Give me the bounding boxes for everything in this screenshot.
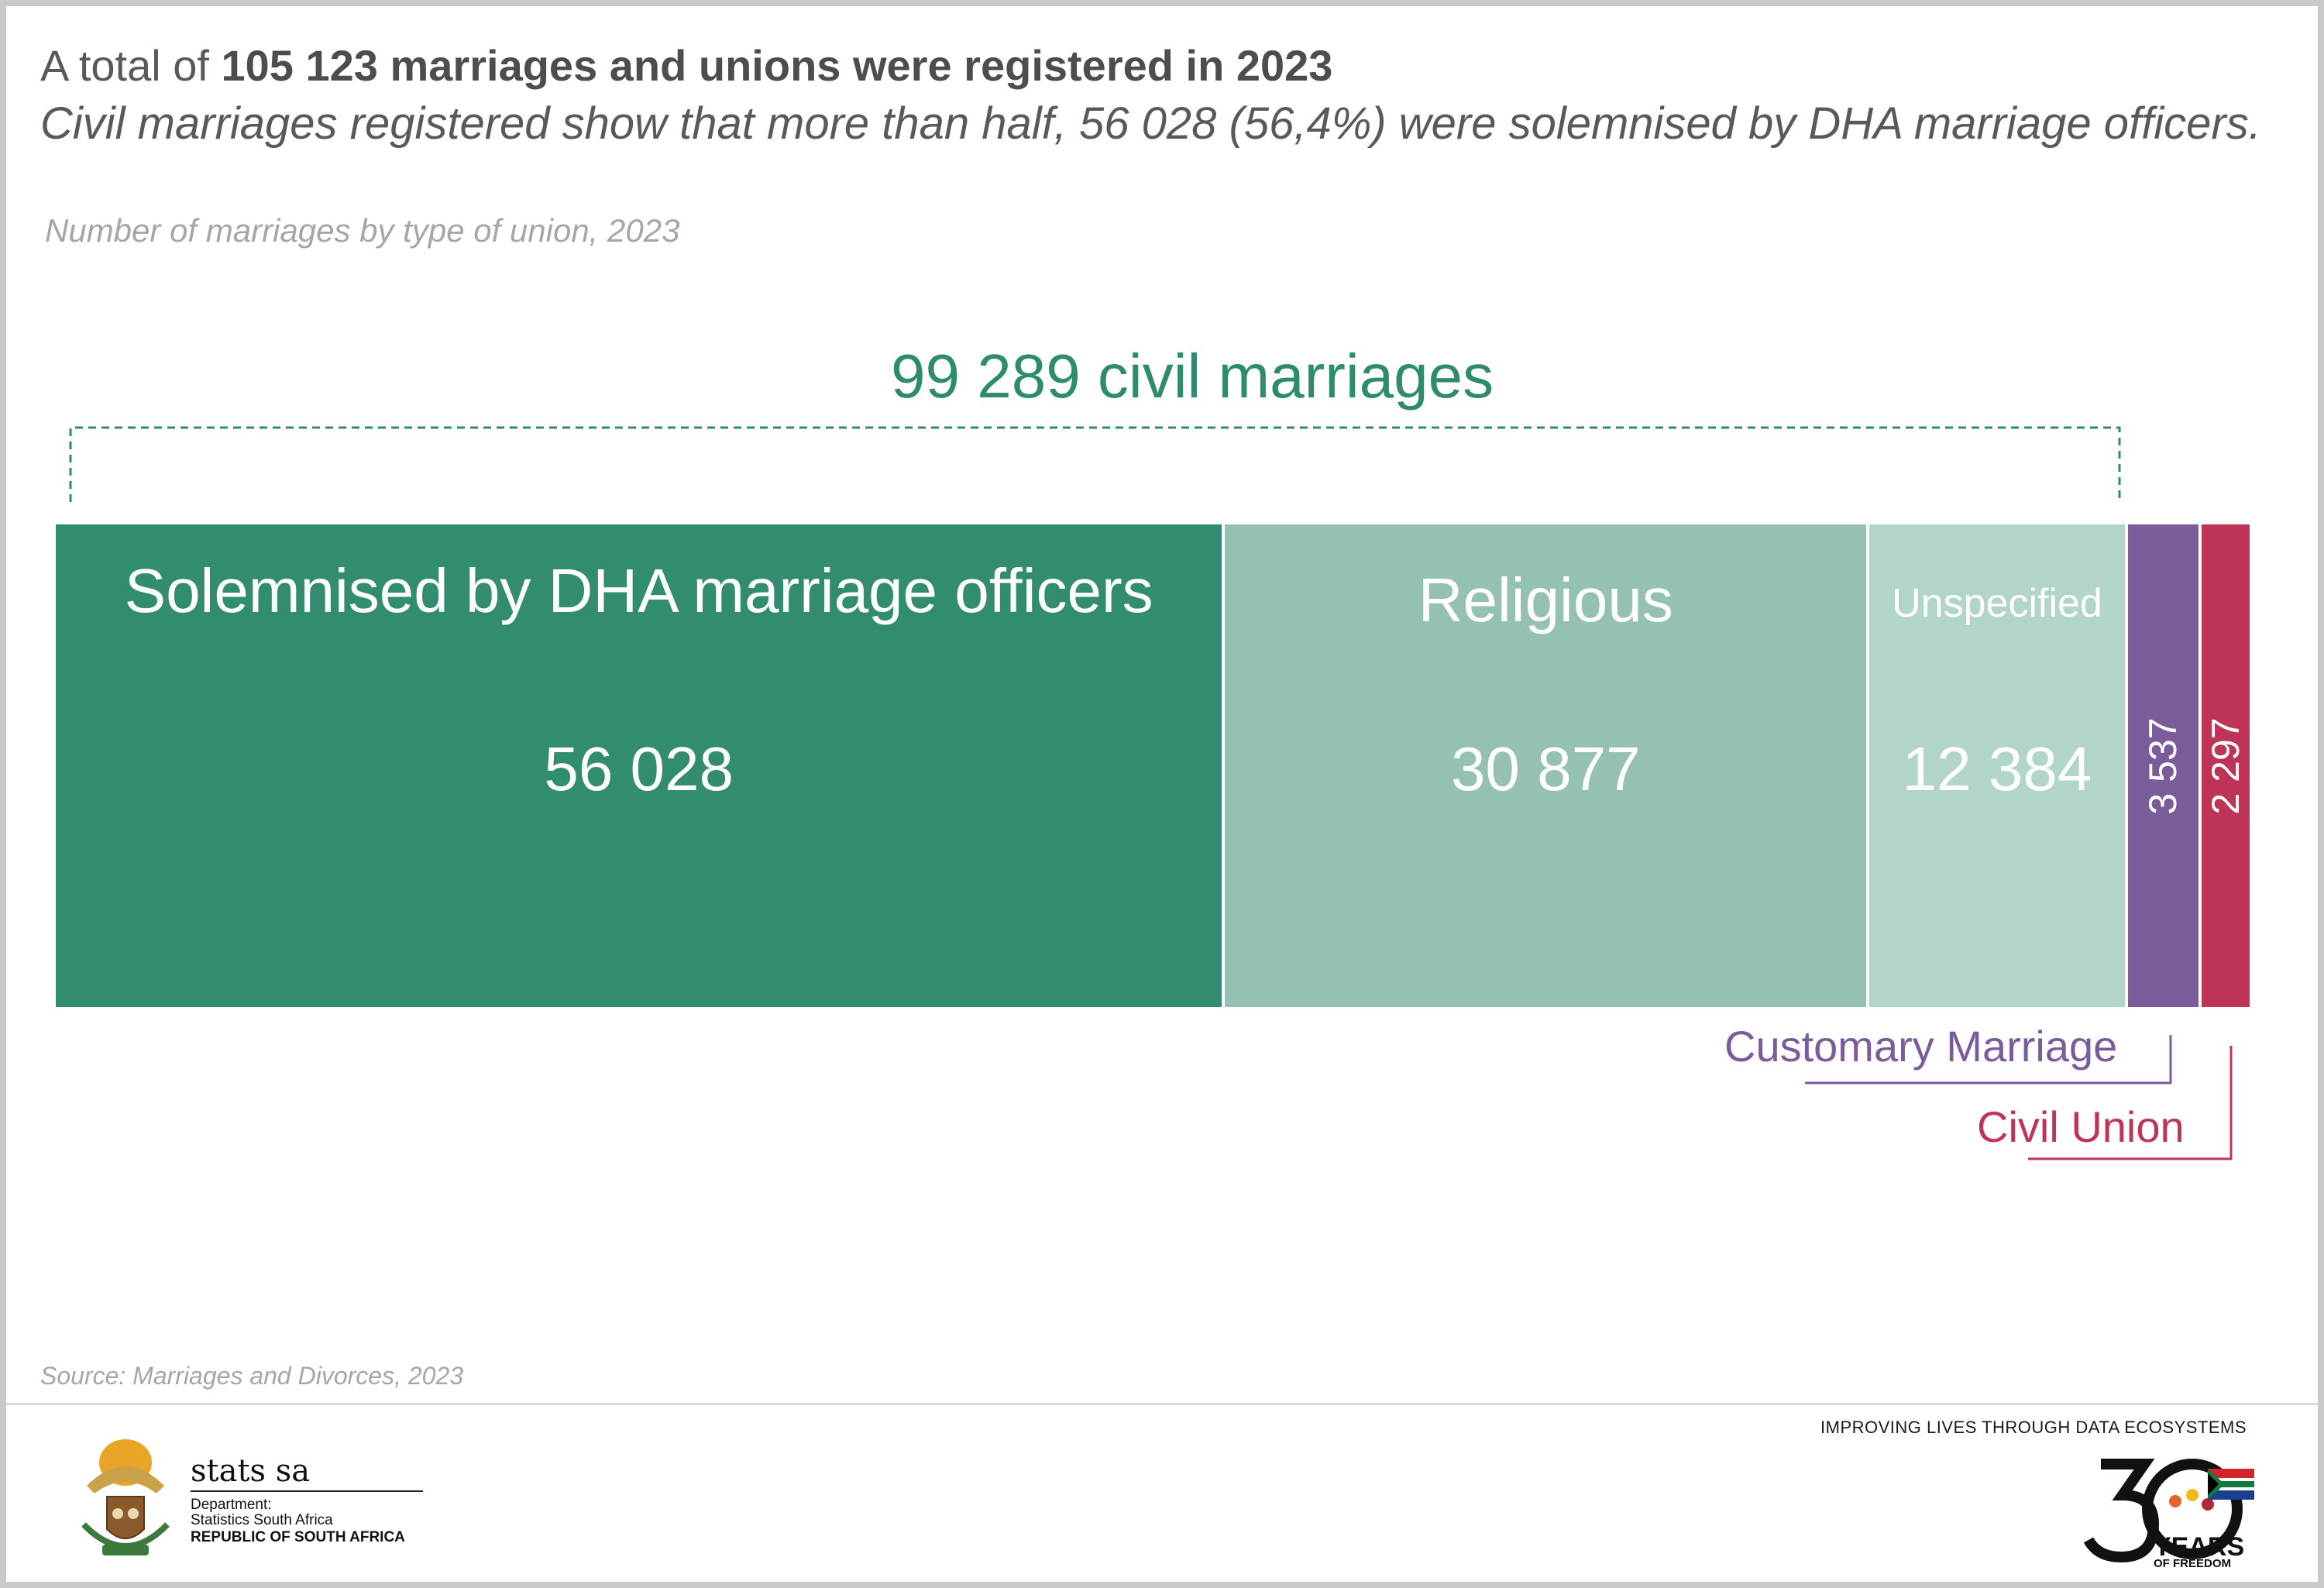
logo-organisation: Statistics South Africa: [191, 1512, 333, 1528]
segment-religious: Religious 30 877: [1225, 524, 1867, 1007]
segment-value-religious: 30 877: [1450, 734, 1641, 803]
customary-marriage-label: Customary Marriage: [1724, 1022, 2118, 1071]
chart-annotations: [69, 426, 2233, 1160]
stats-sa-wordmark: stats sa: [191, 1453, 311, 1489]
headline: A total of 105 123 marriages and unions …: [40, 40, 1332, 91]
civil-union-label: Civil Union: [1977, 1102, 2185, 1151]
logo-rule: [191, 1490, 423, 1492]
segment-unspecified: Unspecified 12 384: [1869, 524, 2125, 1007]
customary-leader-line: [1805, 1035, 2172, 1084]
segment-customary: 3 537: [2127, 524, 2199, 1007]
source-note: Source: Marriages and Divorces, 2023: [40, 1362, 464, 1390]
segment-value-customary: 3 537: [2141, 717, 2185, 815]
anniversary-of-freedom: OF FREEDOM: [2154, 1557, 2231, 1570]
logo-department: Department:: [191, 1497, 272, 1513]
segment-solemnised-dha: Solemnised by DHA marriage officers 56 0…: [56, 524, 1222, 1007]
headline-prefix: A total of: [40, 41, 222, 90]
footer-tagline: IMPROVING LIVES THROUGH DATA ECOSYSTEMS: [1820, 1418, 2247, 1437]
thirty-years-logo-icon: [2084, 1459, 2254, 1563]
segment-label-religious: Religious: [1418, 565, 1673, 634]
chart-caption: Number of marriages by type of union, 20…: [45, 212, 680, 249]
civil-union-leader-line: [2028, 1046, 2233, 1160]
segment-label-solemnised-dha: Solemnised by DHA marriage officers: [124, 556, 1153, 625]
segment-value-civil-union: 2 297: [2204, 717, 2248, 815]
civil-marriages-bracket: [69, 426, 2121, 502]
segment-value-solemnised-dha: 56 028: [544, 734, 734, 803]
segment-civil-union: 2 297: [2202, 524, 2250, 1007]
segment-label-unspecified: Unspecified: [1892, 581, 2102, 626]
coat-of-arms-icon: [81, 1439, 170, 1555]
logo-country: REPUBLIC OF SOUTH AFRICA: [191, 1529, 405, 1545]
headline-bold: 105 123 marriages and unions were regist…: [221, 41, 1333, 90]
anniversary-years: YEARS: [2154, 1532, 2245, 1562]
civil-marriages-group-label: 99 289 civil marriages: [891, 342, 1494, 411]
subheadline: Civil marriages registered show that mor…: [40, 98, 2261, 149]
segment-value-unspecified: 12 384: [1902, 734, 2092, 803]
footer-divider: [6, 1403, 2318, 1405]
